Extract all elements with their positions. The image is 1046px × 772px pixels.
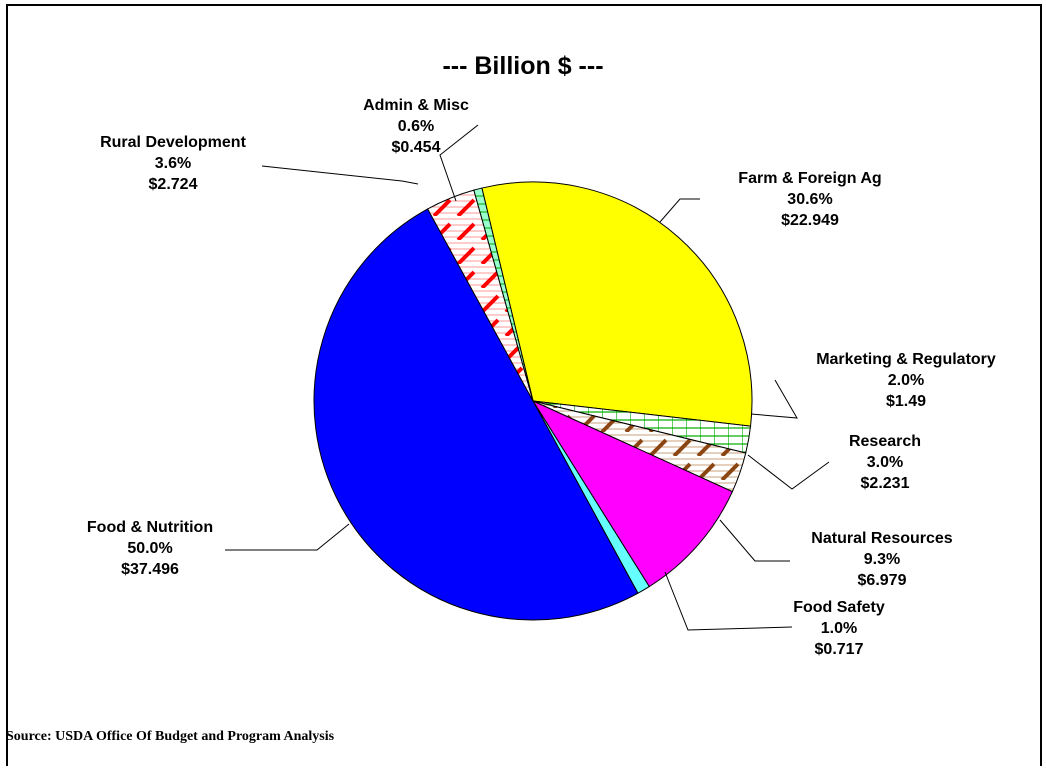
slice-percent: 50.0% — [127, 540, 173, 557]
slice-percent: 0.6% — [397, 118, 435, 135]
leader-line-admin-misc — [439, 124, 479, 202]
slice-value: $1.49 — [885, 393, 927, 410]
slice-value: $2.724 — [148, 176, 198, 193]
slice-label-marketing-regulatory: Marketing & Regulatory 2.0% $1.49 — [816, 349, 996, 412]
slice-value: $2.231 — [860, 475, 910, 492]
slice-name: Food Safety — [793, 599, 885, 616]
leader-line-rural-development — [261, 165, 419, 185]
pie-slice-natural-resources — [531, 399, 734, 588]
slice-label-food-safety: Food Safety 1.0% $0.717 — [793, 597, 885, 660]
slice-value: $37.496 — [121, 561, 179, 578]
slice-percent: 1.0% — [820, 620, 858, 637]
slice-name: Natural Resources — [811, 530, 953, 547]
slice-name: Farm & Foreign Ag — [738, 170, 882, 187]
slice-percent: 3.6% — [154, 155, 192, 172]
leader-line-food-safety — [664, 571, 793, 631]
slice-label-admin-misc: Admin & Misc 0.6% $0.454 — [363, 95, 469, 158]
slice-percent: 30.6% — [787, 191, 833, 208]
slice-name: Admin & Misc — [363, 97, 469, 114]
pie-slice-farm-foreign-ag — [481, 181, 753, 427]
slice-name: Food & Nutrition — [86, 519, 214, 536]
slice-label-research: Research 3.0% $2.231 — [849, 431, 921, 494]
source-note: Source: USDA Office Of Budget and Progra… — [6, 729, 335, 744]
slice-percent: 9.3% — [863, 551, 901, 568]
slice-name: Rural Development — [100, 134, 246, 151]
slice-value: $0.717 — [814, 641, 864, 658]
slice-percent: 2.0% — [887, 372, 925, 389]
pie-slice-admin-misc — [473, 187, 534, 402]
chart-title: --- Billion $ --- — [442, 52, 604, 80]
leader-line-natural-resources — [719, 519, 790, 562]
leader-line-marketing-regulatory — [750, 379, 798, 419]
leader-line-farm-foreign-ag — [659, 198, 700, 223]
leader-line-research — [747, 454, 830, 490]
chart-frame — [6, 4, 1042, 766]
slice-label-natural-resources: Natural Resources 9.3% $6.979 — [811, 528, 952, 591]
slice-label-food-nutrition: Food & Nutrition 50.0% $37.496 — [87, 517, 213, 580]
slice-value: $0.454 — [391, 139, 441, 156]
slice-value: $6.979 — [857, 572, 907, 589]
slice-value: $22.949 — [781, 212, 839, 229]
leader-line-food-nutrition — [225, 523, 350, 551]
pie-slice-food-nutrition — [313, 208, 639, 621]
slice-percent: 3.0% — [866, 454, 904, 471]
slice-name: Marketing & Regulatory — [816, 351, 996, 368]
slice-label-rural-development: Rural Development 3.6% $2.724 — [100, 132, 246, 195]
slice-name: Research — [848, 433, 922, 450]
slice-label-farm-foreign-ag: Farm & Foreign Ag 30.6% $22.949 — [738, 168, 881, 231]
